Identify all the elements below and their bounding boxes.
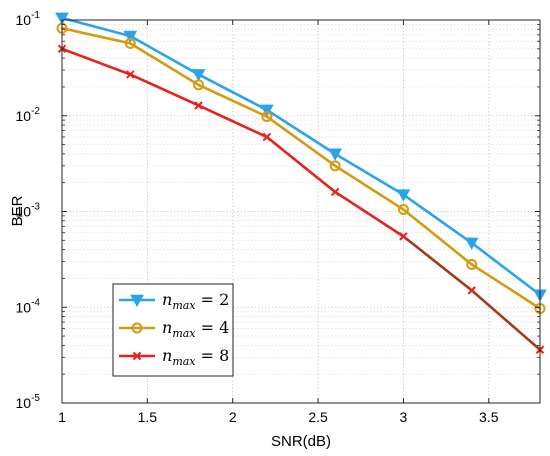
data-point xyxy=(124,37,136,49)
y-tick-label: 10-5 xyxy=(16,393,41,411)
series-line-segment xyxy=(470,241,542,297)
legend-label: nmax = 2 xyxy=(162,290,229,312)
series-line-segment xyxy=(197,104,269,139)
legend: nmax = 2 nmax = 4 nmax = 8 xyxy=(112,283,234,377)
legend-label: nmax = 4 xyxy=(162,318,229,340)
data-point xyxy=(397,203,409,215)
series-line-segment xyxy=(60,47,132,76)
y-tick-label: 10-1 xyxy=(16,10,41,28)
x-tick-label: 2.5 xyxy=(308,409,328,425)
legend-marker xyxy=(130,294,144,308)
series-line-segment xyxy=(333,190,405,238)
series-line-segment xyxy=(128,42,200,87)
series-line-segment xyxy=(60,26,132,45)
x-marker-stroke xyxy=(126,70,135,79)
series-line-segment xyxy=(128,34,200,76)
x-marker-stroke xyxy=(194,101,203,110)
legend-marker xyxy=(132,351,142,361)
data-point xyxy=(261,111,273,123)
x-tick-label: 1.5 xyxy=(138,409,158,425)
legend-label: nmax = 8 xyxy=(162,346,229,368)
series-3 xyxy=(57,44,545,354)
data-point xyxy=(126,70,135,79)
axes: 1 1.5 2 2.5 3 3.5 10-5 10-4 10-3 10-2 10-1 xyxy=(16,10,541,425)
data-point xyxy=(123,30,138,44)
y-tick-label: 10-4 xyxy=(16,297,41,315)
data-point xyxy=(193,79,205,91)
x-tick-label: 1 xyxy=(58,409,66,425)
data-point xyxy=(396,189,411,202)
x-marker-stroke xyxy=(467,286,476,295)
series-line-segment xyxy=(333,164,405,211)
x-marker-stroke xyxy=(132,351,142,361)
data-point xyxy=(194,101,203,110)
series-line-segment xyxy=(197,83,269,118)
series-line-segment xyxy=(470,289,542,352)
series-1 xyxy=(55,12,547,302)
x-marker-stroke xyxy=(330,187,340,197)
series-line-segment xyxy=(265,108,337,156)
data-point xyxy=(464,237,479,250)
data-point xyxy=(55,12,69,26)
x-tick-label: 3.5 xyxy=(479,409,499,425)
data-point xyxy=(328,148,342,161)
data-point xyxy=(262,132,272,142)
x-axis-label: SNR(dB) xyxy=(271,433,331,450)
series-line-segment xyxy=(265,115,337,168)
data-point xyxy=(467,286,476,295)
data-point xyxy=(399,232,408,241)
x-marker-stroke xyxy=(399,232,408,241)
legend-marker xyxy=(131,322,143,334)
series-line-segment xyxy=(265,135,337,194)
series-line-segment xyxy=(402,193,474,245)
data-point xyxy=(329,160,341,172)
data-point xyxy=(330,187,340,197)
series-line-segment xyxy=(470,263,542,310)
series-line-segment xyxy=(402,208,474,266)
data-point xyxy=(260,104,274,117)
data-point xyxy=(191,69,206,82)
series-line-segment xyxy=(60,16,132,38)
series-line-segment xyxy=(333,152,405,196)
series-line-segment xyxy=(402,235,474,292)
x-tick-label: 2 xyxy=(229,409,237,425)
y-tick-label: 10-2 xyxy=(16,106,41,124)
x-marker-stroke xyxy=(262,132,272,142)
y-tick-label: 10-3 xyxy=(16,202,41,220)
x-tick-label: 3 xyxy=(400,409,408,425)
series-line-segment xyxy=(197,73,269,112)
y-axis-label: BER xyxy=(9,195,26,226)
data-point xyxy=(466,258,478,270)
series-line-segment xyxy=(128,73,200,107)
series-layer xyxy=(55,12,547,354)
